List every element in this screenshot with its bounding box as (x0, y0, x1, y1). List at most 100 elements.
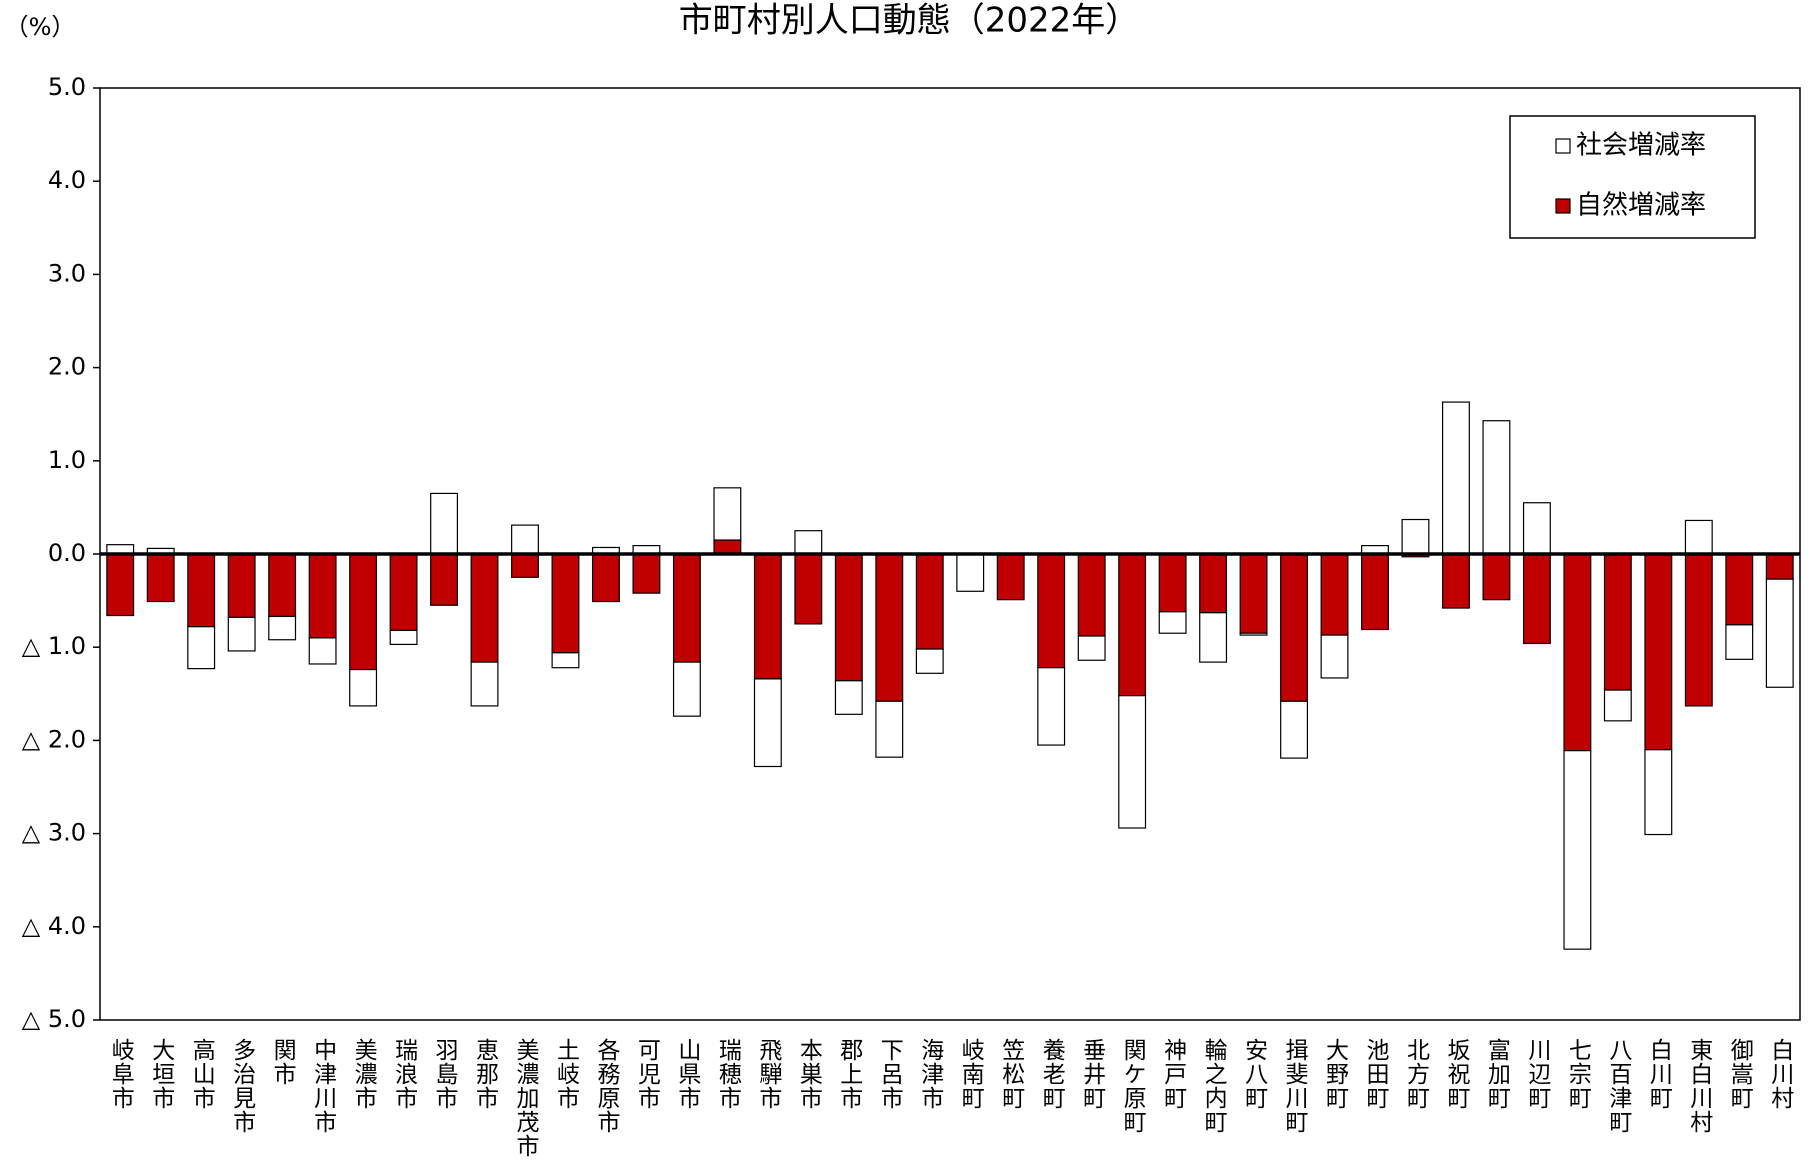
y-tick-label: 3.0 (48, 259, 86, 287)
bar-segment (1280, 553, 1309, 702)
bar-segment (511, 524, 539, 555)
x-tick-label: 岐阜市 (107, 1038, 134, 1110)
bar-segment (1725, 553, 1754, 626)
bar-segment (1158, 611, 1187, 634)
y-tick-label: 5.0 (48, 73, 86, 101)
y-tick-label: △ 2.0 (22, 725, 86, 753)
bar-segment (875, 553, 904, 702)
bar-segment (591, 553, 620, 603)
x-tick-label: 岐南町 (957, 1038, 984, 1110)
bar-segment (268, 553, 297, 618)
bar-segment (1077, 635, 1106, 661)
bar-segment (106, 553, 135, 617)
bar-segment (1684, 519, 1713, 555)
bar-segment (956, 553, 985, 592)
x-tick-label: 瑞浪市 (391, 1038, 419, 1110)
x-tick-label: 本巣市 (795, 1038, 823, 1110)
bar-segment (227, 553, 256, 618)
legend-label: 社会増減率 (1576, 131, 1706, 161)
bar-segment (1239, 553, 1268, 634)
x-tick-label: 北方町 (1402, 1038, 1430, 1110)
bar-segment (430, 492, 459, 555)
x-tick-label: 養老町 (1038, 1038, 1066, 1110)
bar-segment (1361, 553, 1389, 631)
x-tick-label: 美濃市 (350, 1038, 378, 1110)
bar-segment (834, 553, 863, 682)
bar-segment (430, 553, 459, 606)
bar-segment (1280, 700, 1309, 759)
x-tick-label: 輪之内町 (1200, 1038, 1228, 1134)
legend-swatch (1555, 198, 1571, 214)
bar-segment (794, 553, 823, 625)
bar-segment (915, 553, 944, 650)
bar-segment (834, 680, 863, 715)
bar-segment (672, 661, 701, 717)
legend-swatch (1555, 138, 1571, 154)
legend-box (1509, 115, 1756, 239)
bar-segment (551, 652, 580, 669)
bar-segment (1037, 667, 1066, 746)
x-tick-label: 白川村 (1767, 1038, 1795, 1110)
x-tick-label: 土岐市 (552, 1038, 579, 1110)
bar-segment (1441, 401, 1470, 555)
x-tick-label: 可児市 (633, 1038, 661, 1110)
bar-segment (389, 629, 418, 646)
bar-segment (1563, 553, 1592, 752)
x-tick-label: 大垣市 (148, 1038, 176, 1110)
chart-title: 市町村別人口動態（2022年） (679, 1, 1140, 41)
bar-segment (470, 553, 499, 663)
x-tick-label: 飛騨市 (755, 1038, 783, 1110)
x-tick-label: 関ケ原町 (1119, 1038, 1147, 1134)
y-tick-label: △ 5.0 (22, 1005, 86, 1033)
x-tick-label: 八百津町 (1605, 1038, 1633, 1134)
bar-segment (187, 626, 216, 670)
bar-segment (1644, 553, 1673, 751)
x-tick-label: 山県市 (674, 1038, 702, 1110)
x-tick-label: 羽島市 (431, 1038, 459, 1110)
bar-segment (672, 553, 701, 663)
y-tick-label: △ 3.0 (22, 819, 86, 847)
x-tick-label: 中津川市 (310, 1038, 338, 1134)
bar-segment (470, 661, 499, 707)
bar-segment (753, 553, 782, 680)
y-tick-label: △ 4.0 (22, 912, 86, 940)
bar-segment (1320, 634, 1349, 679)
x-tick-label: 川辺町 (1524, 1038, 1552, 1110)
bar-segment (1644, 749, 1673, 836)
bar-segment (1158, 553, 1187, 613)
bar-segment (794, 530, 823, 555)
bar-segment (1118, 695, 1147, 829)
bar-segment (713, 539, 742, 555)
bar-segment (551, 553, 580, 654)
bar-segment (349, 668, 378, 707)
x-tick-label: 大野町 (1322, 1038, 1350, 1110)
bar-segment (1199, 612, 1228, 663)
x-tick-label: 美濃加茂市 (512, 1038, 540, 1158)
bar-segment (227, 616, 256, 652)
x-tick-label: 七宗町 (1564, 1038, 1591, 1110)
x-tick-label: 瑞穂市 (714, 1038, 742, 1110)
x-tick-label: 御嵩町 (1726, 1038, 1754, 1110)
x-tick-label: 白川町 (1645, 1038, 1673, 1110)
legend-label: 自然増減率 (1576, 191, 1706, 221)
bar-segment (187, 553, 216, 628)
bar-segment (1482, 420, 1511, 555)
bar-segment (1765, 553, 1794, 580)
bar-segment (389, 553, 418, 632)
x-tick-label: 高山市 (188, 1038, 215, 1110)
bar-segment (915, 648, 944, 674)
x-tick-label: 揖斐川町 (1281, 1038, 1309, 1134)
bar-segment (1522, 553, 1551, 645)
x-tick-label: 各務原市 (593, 1038, 621, 1134)
x-tick-label: 垂井町 (1079, 1038, 1106, 1110)
y-axis-label: （%） (5, 13, 76, 41)
bar-segment (1441, 553, 1470, 609)
bar-segment (511, 553, 539, 578)
bar-segment (1320, 553, 1349, 636)
y-tick-label: 4.0 (48, 166, 86, 194)
bar-segment (1765, 578, 1794, 688)
x-tick-label: 恵那市 (472, 1038, 500, 1110)
y-tick-label: 1.0 (48, 446, 86, 474)
